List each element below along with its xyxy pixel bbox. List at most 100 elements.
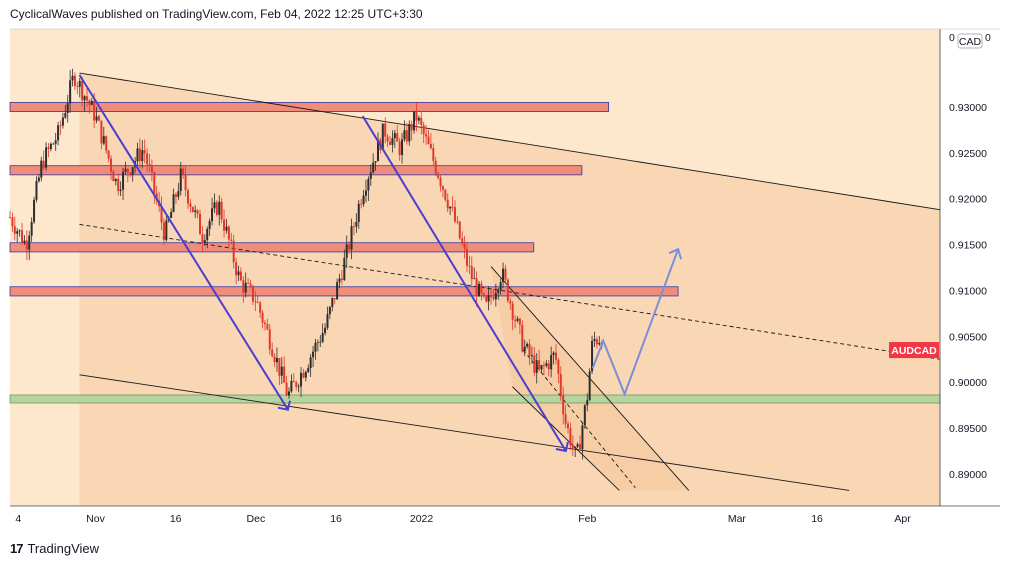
candle <box>242 276 245 303</box>
time-tick-label: Feb <box>578 513 596 525</box>
candle <box>372 153 375 174</box>
candle-body <box>78 80 81 87</box>
candle <box>350 218 353 260</box>
candle-body <box>480 283 483 294</box>
candle-body <box>143 150 146 154</box>
candle <box>352 222 355 236</box>
candle-body <box>333 298 336 300</box>
candle <box>119 181 122 196</box>
candle-body <box>85 96 88 101</box>
candle-body <box>381 123 384 151</box>
candle-body <box>225 226 228 231</box>
tradingview-branding[interactable]: 17 TradingView <box>10 541 99 556</box>
candle <box>579 435 582 450</box>
candle-body <box>355 221 358 227</box>
candle <box>581 422 584 460</box>
candle-body <box>514 319 517 321</box>
candle-body <box>97 116 100 121</box>
candle <box>227 225 230 248</box>
candle-body <box>425 134 428 137</box>
candle <box>148 154 151 173</box>
candle-body <box>11 217 14 227</box>
candle <box>174 192 177 205</box>
candle <box>336 278 339 300</box>
candle <box>189 199 192 213</box>
candle <box>389 136 392 146</box>
candle <box>126 167 129 183</box>
candle-body <box>458 221 461 239</box>
candle <box>554 343 557 365</box>
candle <box>251 285 254 306</box>
candle <box>413 111 416 134</box>
candle <box>57 121 60 146</box>
candle-body <box>453 207 456 222</box>
candle-body <box>122 171 125 190</box>
candle <box>540 364 543 374</box>
candle-body <box>237 271 240 276</box>
candle-body <box>475 278 478 297</box>
candle-body <box>59 125 62 127</box>
candle <box>458 220 461 240</box>
candle <box>170 208 173 219</box>
candle <box>300 366 303 397</box>
time-tick-label: 2022 <box>410 513 434 525</box>
candle <box>521 320 524 353</box>
candle-body <box>521 324 524 352</box>
candle-body <box>146 153 149 165</box>
candle <box>239 267 242 282</box>
author-name[interactable]: CyclicalWaves <box>10 7 88 21</box>
candle-body <box>95 116 98 121</box>
candle-body <box>124 168 127 172</box>
candle-body <box>83 96 86 101</box>
candle <box>319 335 322 348</box>
candle <box>28 230 31 261</box>
candle-body <box>268 329 271 350</box>
price-top-partial: 0 <box>949 32 955 44</box>
candle <box>280 357 283 384</box>
candle <box>259 300 262 318</box>
candle <box>45 142 48 171</box>
candle-body <box>376 139 379 162</box>
candle <box>95 106 98 124</box>
price-top-right-partial: 0 <box>985 32 991 44</box>
candle-body <box>21 230 24 244</box>
candle-body <box>502 268 505 283</box>
candle <box>376 132 379 162</box>
candle <box>338 273 341 289</box>
candle-body <box>155 193 158 201</box>
candle-body <box>153 172 156 194</box>
candle <box>449 206 452 216</box>
candle-body <box>138 148 141 162</box>
candle-body <box>288 391 290 396</box>
candle-body <box>49 143 52 149</box>
candle-body <box>432 148 435 161</box>
candle <box>434 156 437 177</box>
candle <box>76 81 79 95</box>
candle-body <box>478 283 481 297</box>
candle-body <box>343 257 346 281</box>
candle <box>223 209 226 238</box>
candle-body <box>362 195 365 205</box>
candle-body <box>559 373 562 395</box>
candle-body <box>547 363 550 370</box>
candle-body <box>297 386 300 388</box>
candle-body <box>66 103 69 113</box>
candle-body <box>417 117 420 121</box>
candle <box>266 318 269 331</box>
candle-body <box>73 75 76 87</box>
candle-body <box>384 123 387 137</box>
candle-body <box>249 283 252 286</box>
candle-body <box>348 244 351 250</box>
candle <box>232 234 235 269</box>
candle <box>444 188 447 202</box>
candle-body <box>42 160 45 168</box>
candle-body <box>410 124 413 131</box>
candle-body <box>530 355 533 357</box>
projection-path <box>591 248 680 397</box>
candle-body <box>352 226 355 228</box>
candle-body <box>506 279 509 301</box>
candle-body <box>261 312 264 323</box>
candle <box>427 130 430 145</box>
candle-body <box>591 341 594 372</box>
